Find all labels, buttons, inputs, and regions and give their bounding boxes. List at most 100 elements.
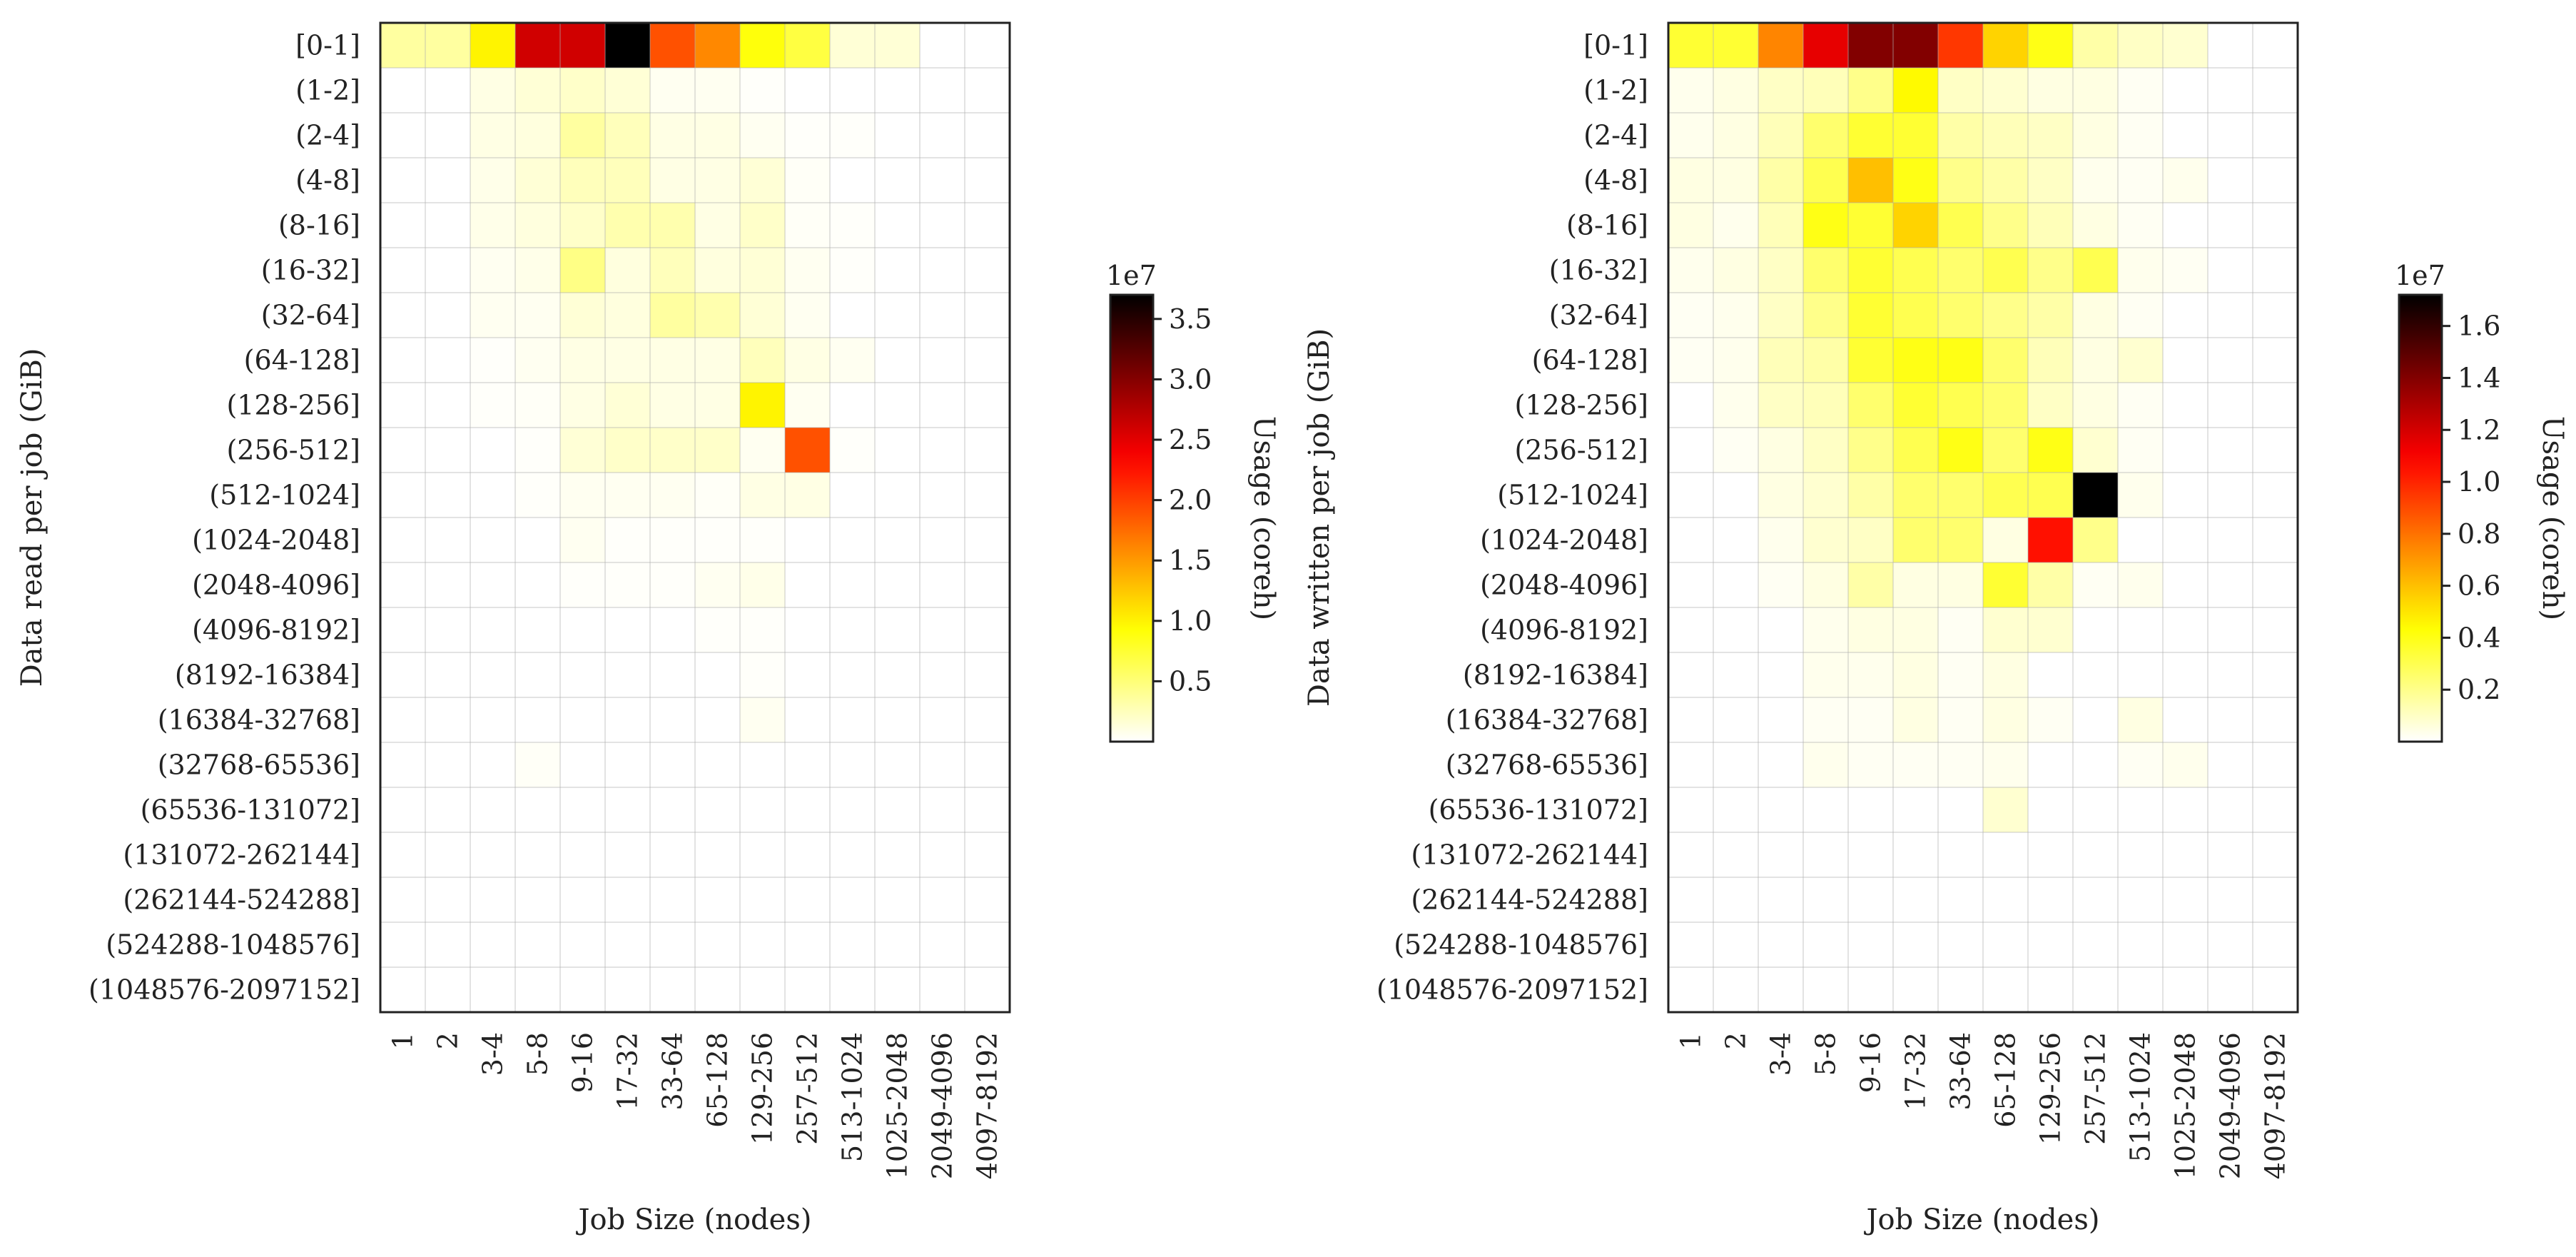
heatmap-cell — [785, 203, 830, 248]
heatmap-cell — [2163, 383, 2208, 428]
heatmap-cell — [1983, 203, 2028, 248]
y-tick-label: (1048576-2097152] — [1376, 974, 1648, 1006]
heatmap-cell — [875, 248, 920, 293]
heatmap-cell — [2118, 607, 2163, 652]
heatmap-cell — [1848, 607, 1893, 652]
heatmap-cell — [965, 787, 1010, 832]
heatmap-cell — [875, 383, 920, 428]
heatmap-cell — [740, 293, 785, 338]
heatmap-cell — [830, 787, 875, 832]
heatmap-cell — [1938, 562, 1983, 607]
heatmap-cell — [2163, 68, 2208, 113]
heatmap-cell — [1668, 922, 1713, 967]
heatmap-cell — [1713, 877, 1758, 922]
heatmap-cell — [785, 248, 830, 293]
heatmap-cell — [605, 607, 650, 652]
colorbar — [1110, 295, 1153, 742]
heatmap-cell — [1758, 158, 1803, 203]
heatmap-cell — [785, 652, 830, 697]
heatmap-cell — [965, 383, 1010, 428]
heatmap-cell — [2118, 787, 2163, 832]
heatmap-cell — [515, 922, 560, 967]
heatmap-cell — [650, 23, 695, 68]
heatmap-cell — [2118, 428, 2163, 473]
heatmap-cell — [380, 248, 425, 293]
heatmap-cell — [650, 473, 695, 518]
heatmap-cell — [650, 562, 695, 607]
heatmap-cell — [380, 607, 425, 652]
heatmap-cell — [560, 248, 605, 293]
heatmap-cell — [920, 113, 965, 158]
heatmap-cell — [650, 967, 695, 1012]
heatmap-cell — [560, 23, 605, 68]
y-tick-label: (16-32] — [1549, 255, 1648, 286]
heatmap-cell — [2028, 518, 2073, 562]
heatmap-cell — [1713, 562, 1758, 607]
heatmap-cell — [1803, 158, 1848, 203]
heatmap-cell — [2253, 248, 2298, 293]
heatmap-cell — [785, 428, 830, 473]
heatmap-cell — [1893, 113, 1938, 158]
heatmap-cell — [1848, 697, 1893, 742]
y-tick-label: (16-32] — [261, 255, 360, 286]
heatmap-cell — [830, 113, 875, 158]
y-axis-label: Data written per job (GiB) — [1303, 328, 1336, 707]
plot-frame — [1667, 21, 2299, 1014]
y-tick-label: (65536-131072] — [1429, 794, 1648, 826]
heatmap-cell — [740, 787, 785, 832]
y-tick-label: (128-256] — [226, 390, 360, 421]
heatmap-cell — [515, 697, 560, 742]
heatmap-cell — [2118, 518, 2163, 562]
heatmap-cell — [605, 922, 650, 967]
heatmap-cell — [2028, 697, 2073, 742]
heatmap-cell — [2118, 68, 2163, 113]
heatmap-cell — [785, 338, 830, 383]
heatmap-cell — [1893, 922, 1938, 967]
heatmap-cell — [920, 68, 965, 113]
heatmap-cell — [470, 742, 515, 787]
heatmap-cell — [785, 922, 830, 967]
heatmap-cell — [1758, 832, 1803, 877]
x-tick-label: 33-64 — [657, 1032, 689, 1111]
heatmap-cell — [2118, 832, 2163, 877]
heatmap-cell — [1893, 158, 1938, 203]
heatmap-cell — [1848, 293, 1893, 338]
heatmap-cell — [1713, 113, 1758, 158]
heatmap-cell — [560, 428, 605, 473]
heatmap-cell — [1893, 832, 1938, 877]
heatmap-cell — [830, 473, 875, 518]
heatmap-cell — [2253, 697, 2298, 742]
heatmap-cell — [1803, 203, 1848, 248]
heatmap-cell — [1803, 518, 1848, 562]
heatmap-cell — [875, 473, 920, 518]
heatmap-cell — [965, 742, 1010, 787]
heatmap-cell — [2253, 293, 2298, 338]
y-tick-label: (256-512] — [1514, 435, 1648, 466]
heatmap-cell — [1803, 428, 1848, 473]
heatmap-cell — [740, 203, 785, 248]
heatmap-cell — [1713, 607, 1758, 652]
heatmap-cell — [2208, 23, 2253, 68]
heatmap-cell — [605, 877, 650, 922]
heatmap-cell — [695, 428, 740, 473]
heatmap-cell — [920, 248, 965, 293]
heatmap-cell — [560, 877, 605, 922]
heatmap-cell — [605, 23, 650, 68]
x-tick-label: 2049-4096 — [2215, 1032, 2246, 1179]
heatmap-cell — [2208, 562, 2253, 607]
heatmap-cell — [785, 383, 830, 428]
heatmap-cell — [380, 877, 425, 922]
heatmap-cell — [1713, 158, 1758, 203]
heatmap-cell — [1983, 607, 2028, 652]
heatmap-cell — [1983, 922, 2028, 967]
heatmap-cell — [380, 68, 425, 113]
heatmap-cell — [650, 68, 695, 113]
heatmap-cell — [1713, 428, 1758, 473]
heatmap-cell — [605, 562, 650, 607]
heatmap-cell — [605, 203, 650, 248]
heatmap-cell — [605, 518, 650, 562]
heatmap-cell — [2163, 787, 2208, 832]
heatmap-cell — [785, 473, 830, 518]
heatmap-cell — [695, 473, 740, 518]
heatmap-cell — [1983, 338, 2028, 383]
